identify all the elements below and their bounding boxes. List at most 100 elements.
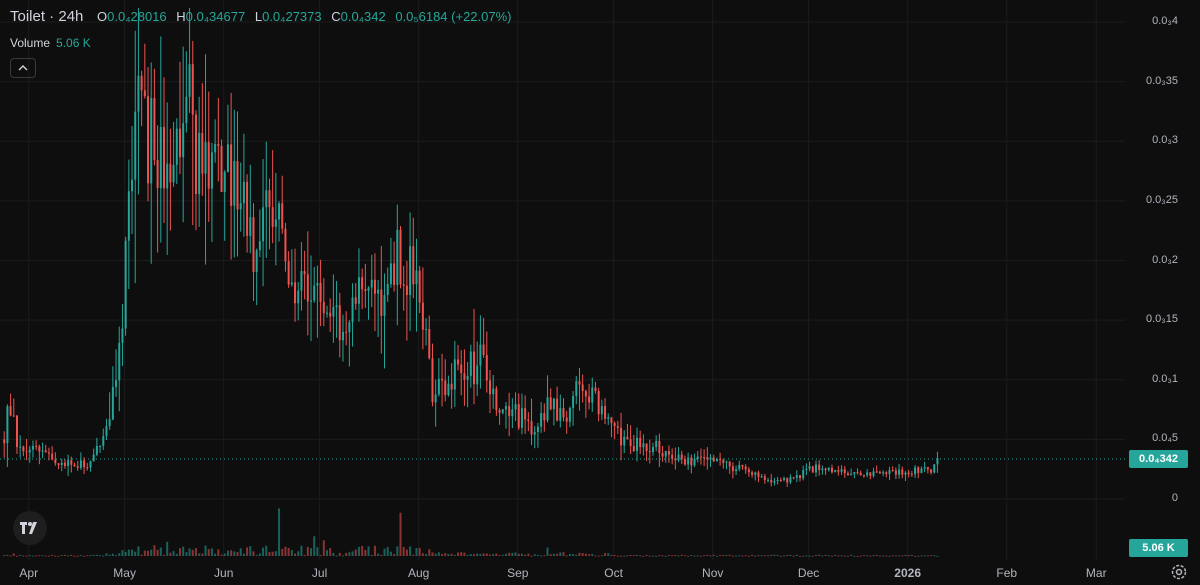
price-tick-label: 0.0₃4 [1152,15,1178,27]
volume-bar [373,545,376,556]
candle-body [524,408,527,420]
candle-body [143,90,146,97]
candle-body [434,394,437,403]
high-label: H [176,9,186,24]
candle-body [79,460,82,468]
volume-bar [859,555,862,557]
price-tick-label: 0.0₃35 [1145,74,1178,87]
candle-body [252,217,255,273]
candle-body [636,437,639,451]
volume-bar [383,548,386,556]
candle-body [757,472,760,477]
volume-bar [814,554,817,556]
candle-body [479,344,482,366]
volume-bar [552,553,555,556]
candle-body [604,406,607,419]
volume-bar [738,555,741,557]
volume-bars [3,508,939,557]
candle-body [862,475,865,477]
volume-bar [178,548,181,556]
candle-body [830,467,833,473]
volume-bar [878,555,881,557]
candle-body [837,470,840,472]
candle-body [210,152,213,189]
candle-body [651,447,654,452]
candle-body [441,378,444,381]
tradingview-logo-icon[interactable] [13,511,47,545]
candle-body [846,473,849,476]
volume-bar [341,555,344,557]
candle-body [258,241,261,251]
volume-bar [754,555,757,557]
volume-bar [124,551,127,556]
candle-body [904,472,907,475]
candle-body [341,331,344,341]
volume-bar [696,555,699,557]
candle-body [242,181,245,204]
volume-bar [476,553,479,556]
volume-bar [607,553,610,556]
volume-bar [357,546,360,556]
volume-bar [162,554,165,556]
volume-bar [354,549,357,556]
candle-body [731,466,734,472]
volume-bar [597,555,600,557]
volume-bar [137,546,140,556]
candle-body [469,351,472,376]
volume-bar [568,554,571,556]
candle-body [316,282,319,286]
price-tick-label: 0 [1171,492,1178,504]
volume-bar [520,553,523,556]
volume-bar [901,555,904,557]
volume-bar [51,554,54,556]
candle-body [677,454,680,461]
volume-bar [325,550,328,556]
candle-body [508,406,511,417]
candle-body [319,282,322,302]
candle-body [380,289,383,316]
price-tick-label: 0.0₃2 [1152,253,1178,266]
volume-bar [35,555,38,557]
candle-body [859,472,862,476]
volume-bar [217,549,220,556]
volume-bar [866,555,869,557]
price-tick-label: 0.0₄5 [1152,432,1178,445]
candle-body [396,229,399,286]
volume-legend[interactable]: Volume 5.06 K [10,36,91,50]
volume-bar [655,555,658,557]
candle-body [172,164,175,183]
chevron-up-icon [18,65,28,71]
collapse-legend-button[interactable] [10,58,36,78]
gear-icon[interactable] [1170,563,1188,581]
volume-bar [405,549,408,556]
volume-bar [127,549,130,556]
candle-body [111,386,114,420]
candle-body [246,181,249,236]
volume-bar [338,552,341,556]
candle-body [645,443,648,452]
volume-bar [789,554,792,556]
candle-body [76,466,79,468]
candle-body [511,409,514,417]
volume-bar [604,553,607,556]
candle-body [770,479,773,483]
volume-bar [498,554,501,556]
symbol-name[interactable]: Toilet · 24h [10,8,84,25]
time-tick-label: Oct [604,566,623,580]
candle-body [188,64,191,97]
candle-body [217,144,220,147]
volume-bar [76,555,79,557]
volume-bar [63,554,66,556]
volume-bar [677,555,680,557]
volume-bar [511,552,514,556]
volume-bar [140,554,143,556]
candle-body [607,417,610,419]
candle-body [795,475,798,478]
candle-body [888,470,891,475]
candle-body [35,446,38,448]
volume-bar [6,554,9,556]
candle-body [92,454,95,462]
candle-body [300,271,303,291]
candle-body [591,387,594,403]
